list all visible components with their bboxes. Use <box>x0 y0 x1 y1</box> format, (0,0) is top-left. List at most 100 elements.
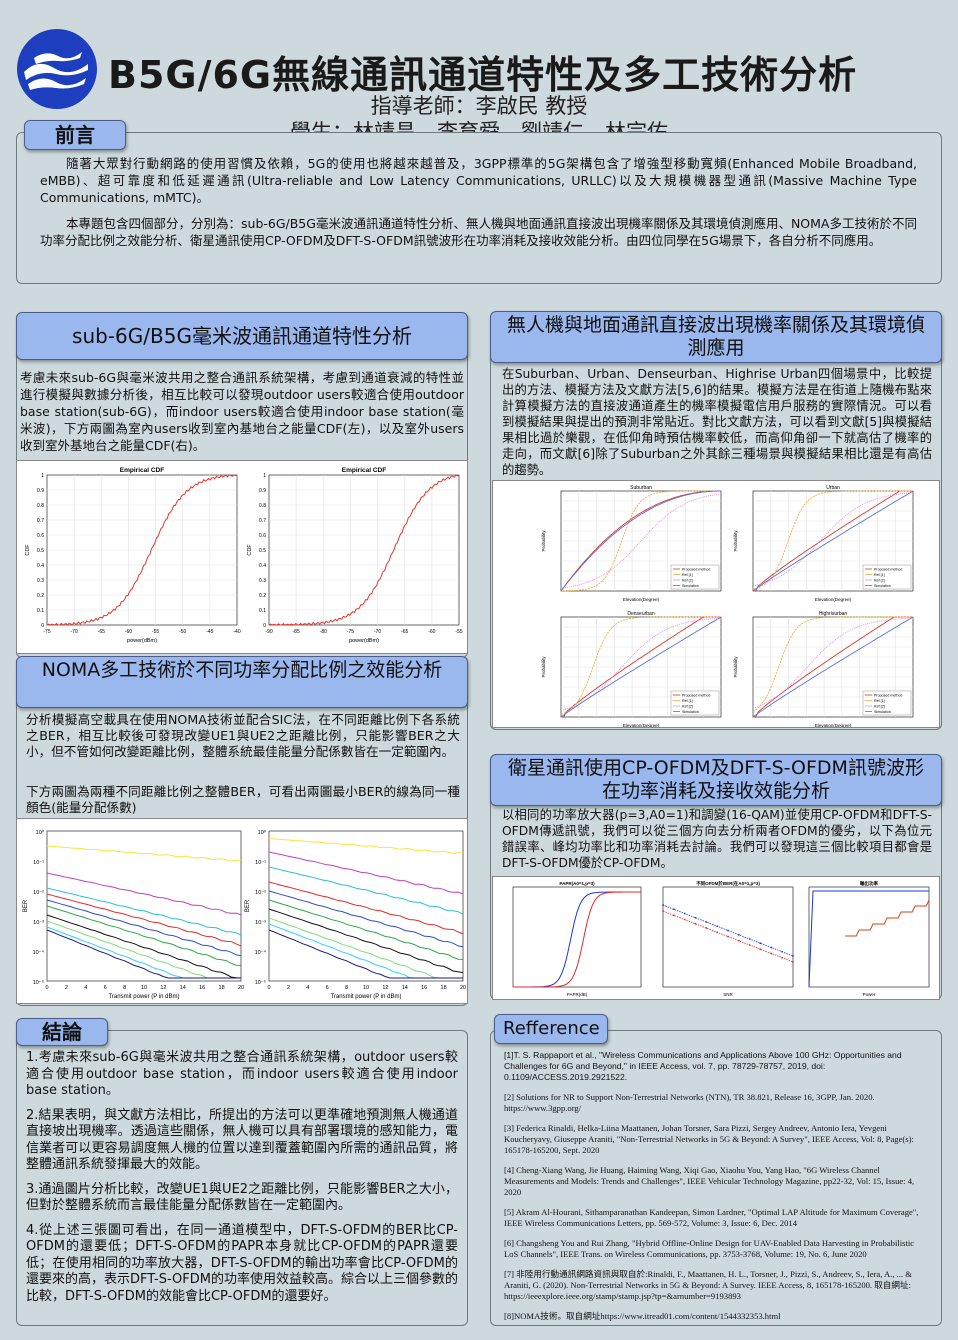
x-tick-label: 4 <box>84 985 87 991</box>
y-tick-label: 0.2 <box>259 593 266 599</box>
y-tick-label: 1 <box>263 473 266 479</box>
legend-label: Simulation <box>682 710 699 714</box>
sec3-ber-figure: 0 2 4 6 8 10 12 14 16 18 20 10⁰ 10⁻¹ 10⁻² 10⁻³ 10⁻⁴ 10⁻⁵… <box>16 818 468 1004</box>
power-curve-cp <box>845 899 930 937</box>
y-tick-label: 0.7 <box>259 518 266 524</box>
probability-chart-title: Urban <box>826 485 840 491</box>
reference-item: [8]NOMA技術。取自網址https://www.itread01.com/c… <box>504 1311 781 1321</box>
conclusion-item: 1.考慮未來sub-6G與毫米波共用之整合通訊系統架構，outdoor user… <box>26 1050 458 1098</box>
x-tick-label: 8 <box>345 985 348 991</box>
legend-label: Proposed method <box>682 694 710 698</box>
legend-label: Ref [1] <box>682 573 693 577</box>
legend-label: Simulation <box>682 584 699 588</box>
cdf-chart-title: Empirical CDF <box>342 467 386 474</box>
reference-item: [6] Changsheng You and Rui Zhang, "Hybri… <box>504 1238 915 1259</box>
reference-item: [1]T. S. Rappaport et al., "Wireless Com… <box>504 1050 902 1082</box>
sec1-heading: sub-6G/B5G毫米波通訊通道特性分析 <box>16 312 468 360</box>
probability-series-line <box>752 616 913 713</box>
ofdm-plot-area <box>808 886 930 988</box>
sec3-text-2: 下方兩圖為兩種不同距離比例之整體BER，可看出兩圖最小BER的線為同一種顏色(能… <box>26 784 460 815</box>
x-axis-label: power(dBm) <box>127 638 157 644</box>
ber-marker <box>792 961 794 963</box>
y-tick-label: 10⁻¹ <box>255 860 266 866</box>
intro-heading: 前言 <box>24 120 126 150</box>
ber-series-line <box>268 866 464 915</box>
sec2-text: 在Suburban、Urban、Denseurban、Highrise Urba… <box>502 367 932 477</box>
y-tick-label: 10⁻¹ <box>33 860 44 866</box>
legend-label: Ref [1] <box>874 699 885 703</box>
sec4-text: 以相同的功率放大器(p=3,A0=1)和調變(16-QAM)並使用CP-OFDM… <box>502 808 932 870</box>
y-tick-label: 0.5 <box>37 548 44 554</box>
x-tick-label: -60 <box>428 629 435 635</box>
legend-label: Ref [1] <box>682 699 693 703</box>
ber-charts: 0 2 4 6 8 10 12 14 16 18 2010⁰10⁻¹10⁻²10⁻³10⁻⁴10⁻⁵… <box>23 829 466 1000</box>
x-tick-label: -55 <box>455 629 462 635</box>
reference-item: [7] 非陸用行動通訊網路資訊與取自於:Rinaldi, F., Maattan… <box>504 1269 912 1301</box>
ofdm-plot-area <box>512 886 642 988</box>
y-tick-label: 0.2 <box>37 593 44 599</box>
ofdm-charts: PAPR(A0=1,p=3) PAPR(dB) 不同OFDM於BER(在A0=1,p… <box>512 880 930 997</box>
ber-series-line <box>268 917 463 979</box>
legend-label: Ref [2] <box>874 579 885 583</box>
x-tick-label: 14 <box>402 985 408 991</box>
x-tick-label: -40 <box>233 629 240 635</box>
references-list: [1]T. S. Rappaport et al., "Wireless Com… <box>504 1050 930 1331</box>
x-tick-label: -50 <box>179 629 186 635</box>
probability-series-line <box>560 616 722 718</box>
conclusion-item: 3.通過圖片分析比較，改變UE1與UE2之距離比例，只能影響BER之大小，但對於… <box>26 1181 458 1214</box>
x-tick-label: 16 <box>421 985 427 991</box>
x-tick-label: -80 <box>320 629 327 635</box>
y-tick-label: 0.5 <box>259 548 266 554</box>
x-tick-label: 6 <box>104 985 107 991</box>
y-axis-label: BER <box>245 899 251 912</box>
ber-series-line <box>268 899 464 960</box>
legend-label: Proposed method <box>874 694 902 698</box>
y-tick-label: 0.4 <box>37 563 44 569</box>
x-tick-label: 12 <box>382 985 388 991</box>
intro-panel <box>16 132 942 284</box>
ber-series-line <box>268 881 464 935</box>
x-axis-label: Transmit power (P in dBm) <box>108 994 179 1000</box>
y-tick-label: 0 <box>41 623 44 629</box>
x-tick-label: 0 <box>45 985 48 991</box>
legend-label: Simulation <box>874 584 891 588</box>
ber-series-line <box>46 914 242 979</box>
y-tick-label: 10⁻⁴ <box>255 949 267 956</box>
y-tick-label: 10⁻² <box>33 890 44 896</box>
x-tick-label: 6 <box>326 985 329 991</box>
probability-chart-title: Suburban <box>630 485 652 491</box>
x-tick-label: -65 <box>98 629 105 635</box>
sec1-cdf-figure: Empirical CDF -75 -70 -65 -60 -55 -50 -45 -40 0 0.… <box>16 460 468 654</box>
ber-series-line <box>46 905 242 966</box>
x-axis-label: PAPR(dB) <box>567 992 588 997</box>
x-axis-label: Elevation(Degree) <box>623 597 660 602</box>
probability-series-line <box>560 490 721 592</box>
x-tick-label: 10 <box>363 985 369 991</box>
y-axis-label: Probability <box>733 530 738 552</box>
legend-label: Ref [2] <box>682 705 693 709</box>
papr-curve <box>513 891 641 988</box>
x-tick-label: -75 <box>43 629 50 635</box>
y-tick-label: 0 <box>263 623 266 629</box>
ber-series-line <box>268 908 464 974</box>
y-axis-label: Probability <box>733 656 738 678</box>
x-tick-label: 0 <box>267 985 270 991</box>
probability-chart-title: Denseurban <box>627 611 654 617</box>
probability-chart-title: Highrisurban <box>819 611 848 617</box>
x-tick-label: 16 <box>199 985 205 991</box>
sec4-heading: 衛星通訊使用CP-OFDM及DFT-S-OFDM訊號波形在功率消耗及接收效能分析 <box>490 754 942 806</box>
x-axis-label: Power <box>863 992 876 997</box>
sec3-heading: NOMA多工技術於不同功率分配比例之效能分析 <box>16 656 468 708</box>
advisor-line: 指導老師：李啟民 教授 <box>370 94 588 118</box>
y-tick-label: 0.9 <box>37 488 44 494</box>
probability-charts: Suburban Elevation(Degree) Probability Prop… <box>541 485 914 728</box>
references-heading: Refference <box>494 1014 608 1044</box>
reference-item: [5] Akram Al-Hourani, Sithamparanathan K… <box>504 1207 919 1228</box>
y-axis-label: CDF <box>25 544 31 556</box>
x-tick-label: -55 <box>152 629 159 635</box>
x-axis-label: Elevation(Degree) <box>815 597 852 602</box>
probability-series-line <box>752 490 913 590</box>
y-tick-label: 0.9 <box>259 488 266 494</box>
ber-series-line <box>46 899 242 957</box>
ofdm-chart-title: PAPR(A0=1,p=3) <box>559 881 595 886</box>
